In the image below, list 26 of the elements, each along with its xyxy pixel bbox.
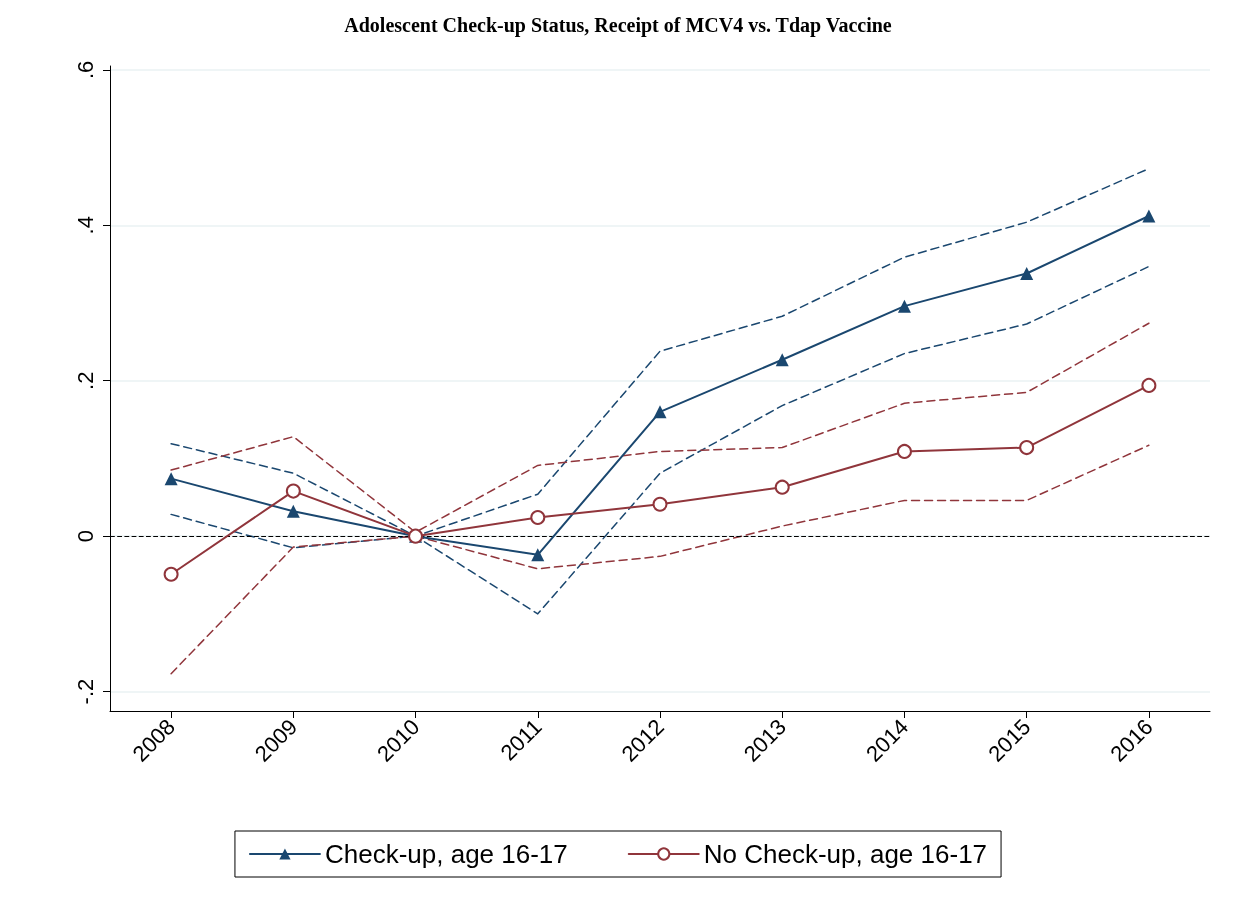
point <box>774 479 790 495</box>
point <box>1020 266 1034 280</box>
point <box>1142 209 1156 223</box>
y-tick-label: .2 <box>72 371 98 390</box>
point <box>164 472 178 486</box>
point <box>652 496 668 512</box>
legend-label: Check-up, age 16-17 <box>324 839 568 869</box>
line-series <box>170 265 1150 615</box>
point <box>1141 377 1157 393</box>
point <box>163 566 179 582</box>
point <box>1019 440 1035 456</box>
chart-title: Adolescent Check-up Status, Receipt of MCV4 vs. Tdap Vaccine <box>344 14 892 37</box>
line-series <box>170 444 1150 675</box>
point <box>286 504 300 518</box>
y-tick-label: .6 <box>72 60 98 80</box>
point <box>653 405 667 419</box>
point <box>897 299 911 313</box>
point <box>285 483 301 499</box>
point <box>531 548 545 562</box>
legend-label: No Check-up, age 16-17 <box>703 839 988 869</box>
y-tick-label: 0 <box>72 530 98 543</box>
point <box>896 443 912 459</box>
point <box>530 510 546 525</box>
point <box>775 353 789 367</box>
y-tick-label: .4 <box>72 216 98 235</box>
y-tick-label: -.2 <box>72 678 98 705</box>
